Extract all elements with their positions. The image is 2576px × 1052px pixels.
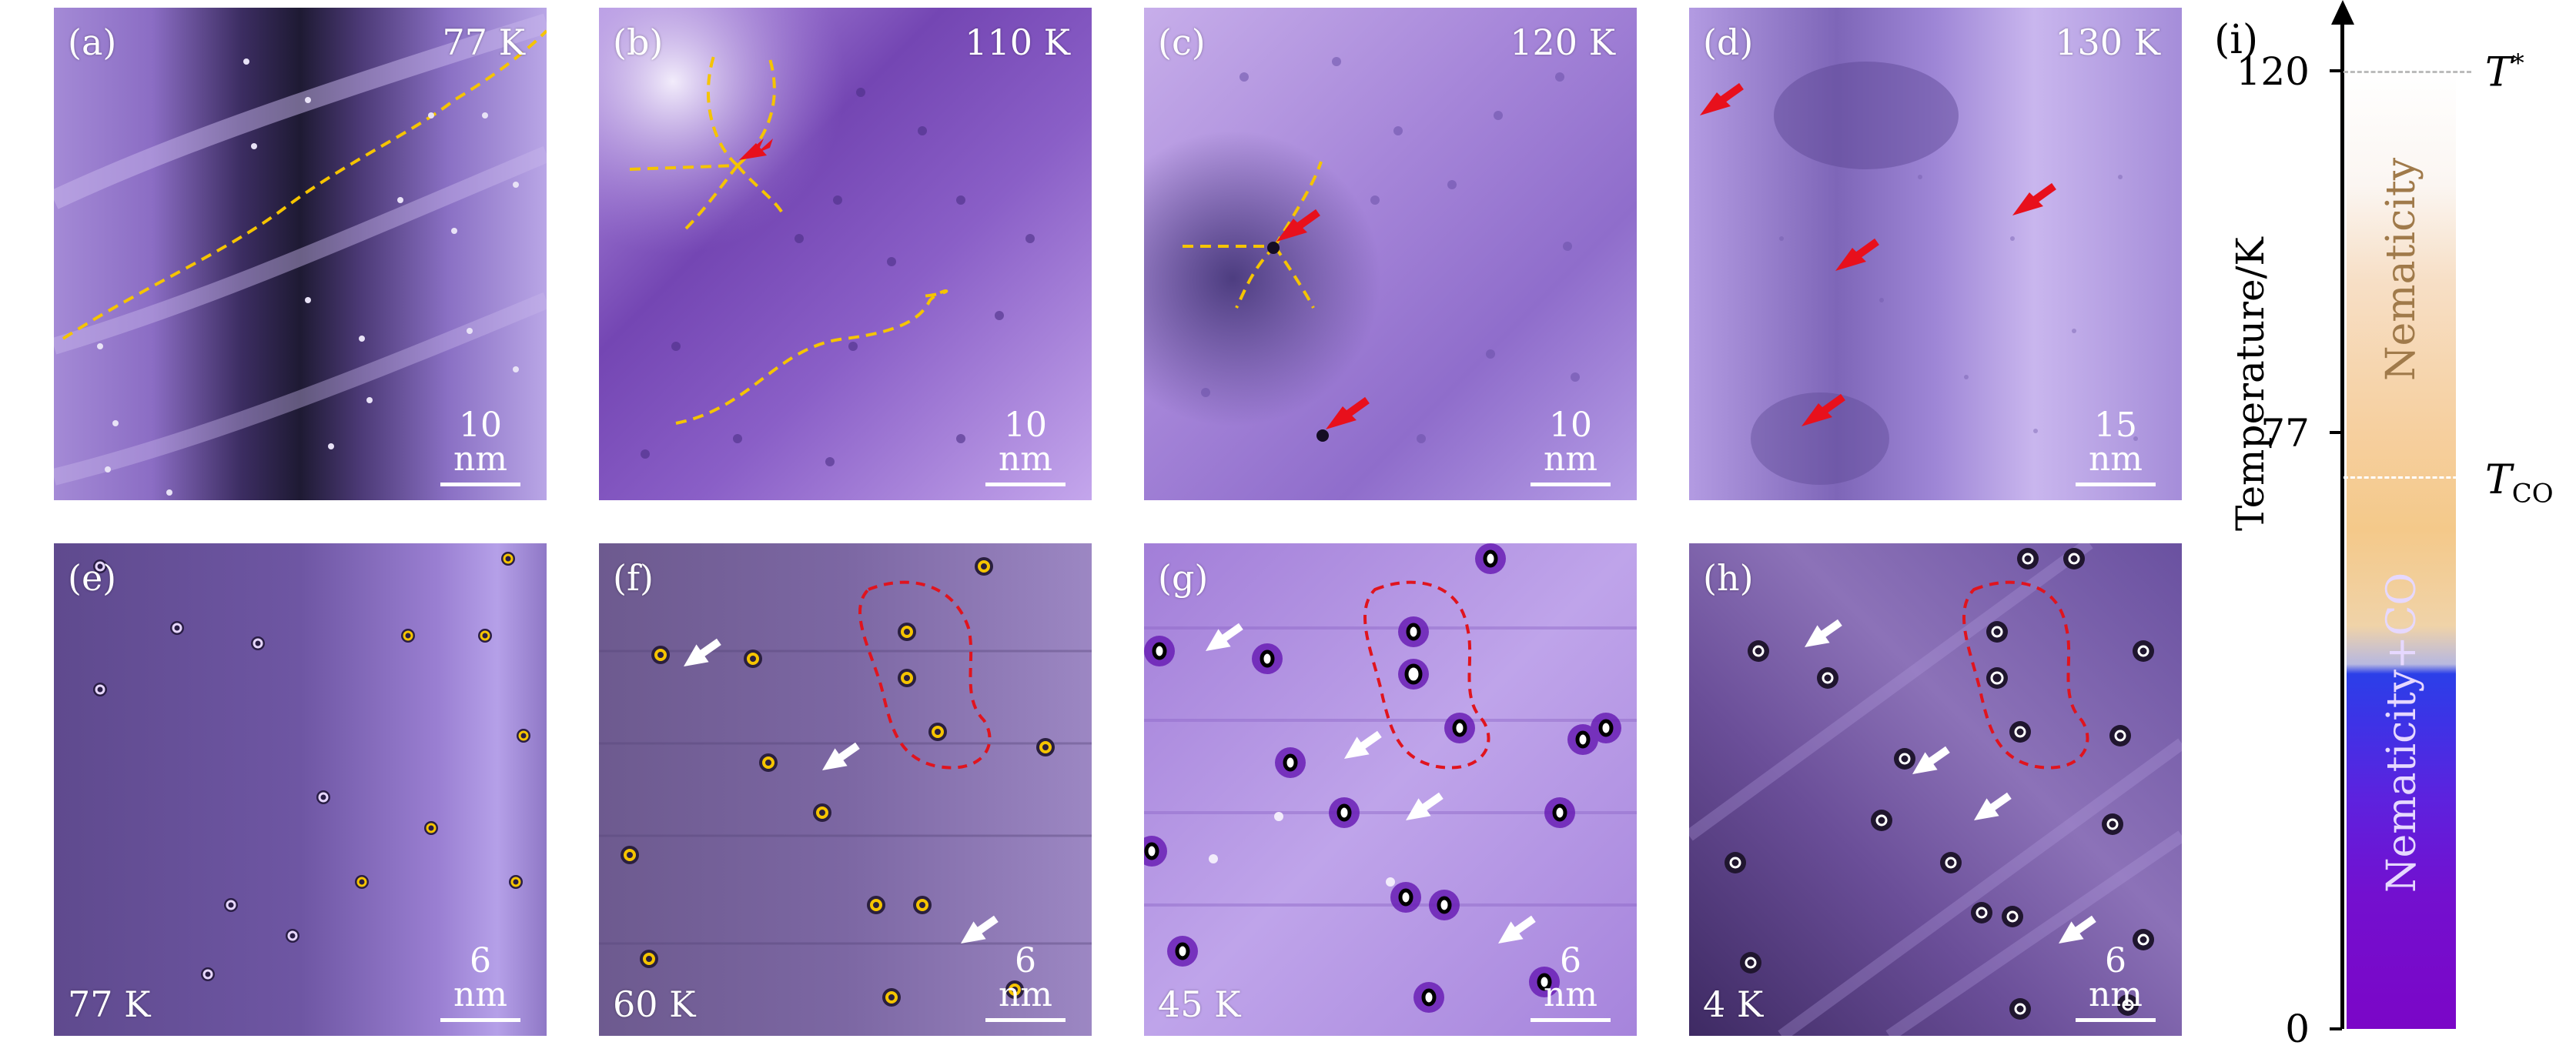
scale-bar: 10 nm [440, 409, 520, 486]
panel-label: (f) [613, 557, 654, 599]
domain-boundary-line [629, 53, 785, 232]
t-co-line [2343, 476, 2471, 479]
scale-bar: 6 nm [985, 944, 1066, 1022]
highlight-loop [858, 580, 992, 770]
scale-bar: 6 nm [2076, 944, 2156, 1022]
scale-bar-text: 10 nm [998, 406, 1053, 479]
temperature-label: 110 K [965, 22, 1070, 63]
domain-boundary-line [62, 29, 547, 340]
scale-bar-text: 10 nm [1543, 406, 1598, 479]
temperature-label: 77 K [68, 984, 151, 1025]
scale-bar: 6 nm [440, 944, 520, 1022]
panel-c: (c) 120 K 10 nm [1144, 8, 1637, 500]
stm-image-c [1144, 8, 1637, 500]
stm-image-g [1144, 543, 1637, 1036]
scale-bar: 15 nm [2076, 409, 2156, 486]
tick-label: 120 [2236, 49, 2310, 94]
stm-image-d [1689, 8, 2182, 500]
scale-bar: 10 nm [1531, 409, 1611, 486]
panel-a: (a) 77 K 10 nm [54, 8, 547, 500]
red-arrow [739, 139, 773, 160]
temperature-label: 4 K [1703, 984, 1764, 1025]
t-co-label: TCO [2485, 457, 2554, 509]
stm-image-b [599, 8, 1092, 500]
stm-image-f [599, 543, 1092, 1036]
panel-label: (b) [613, 22, 664, 63]
panel-e: (e) 77 K 6 nm [54, 543, 547, 1036]
tick-label: 77 [2260, 411, 2310, 456]
scale-bar-text: 6 nm [2088, 941, 2143, 1014]
region-label-nematicity-co: Nematicity+CO [2379, 572, 2425, 893]
panel-g: (g) 45 K 6 nm [1144, 543, 1637, 1036]
panel-d: (d) 130 K 15 nm [1689, 8, 2182, 500]
panel-b: (b) 110 K 10 nm [599, 8, 1092, 500]
panel-label: (d) [1703, 22, 1754, 63]
panel-label: (a) [68, 22, 117, 63]
stm-image-a [54, 8, 547, 500]
panel-label: (i) [2214, 17, 2259, 63]
scale-bar: 10 nm [985, 409, 1066, 486]
panel-h: (h) 4 K 6 nm [1689, 543, 2182, 1036]
temperature-axis [2340, 8, 2344, 1029]
tick [2330, 431, 2342, 434]
axis-title: Temperature/K [2228, 237, 2273, 531]
highlight-loop [1962, 580, 2089, 770]
temperature-label: 77 K [442, 22, 525, 63]
temperature-label: 130 K [2055, 22, 2160, 63]
temperature-label: 60 K [613, 984, 696, 1025]
tick-label: 0 [2285, 1007, 2310, 1051]
panel-f: (f) 60 K 6 nm [599, 543, 1092, 1036]
temperature-label: 120 K [1510, 22, 1615, 63]
white-arrow [684, 638, 999, 943]
phase-colorbar [2347, 69, 2456, 1029]
panel-label: (g) [1158, 557, 1209, 599]
scale-bar-text: 6 nm [1543, 941, 1598, 1014]
panel-label: (c) [1158, 22, 1206, 63]
scale-bar-text: 10 nm [453, 406, 508, 479]
temperature-label: 45 K [1158, 984, 1241, 1025]
panel-label: (h) [1703, 557, 1754, 599]
axis-arrow-icon [2331, 0, 2354, 25]
region-label-nematicity: Nematicity [2378, 157, 2424, 381]
scale-bar-text: 6 nm [998, 941, 1053, 1014]
tick [2330, 1027, 2342, 1030]
scale-bar-text: 6 nm [453, 941, 508, 1014]
domain-boundary-line [675, 289, 948, 425]
scale-bar-text: 15 nm [2088, 406, 2143, 479]
highlight-loop [1363, 580, 1490, 770]
panel-label: (e) [68, 557, 117, 599]
tick [2330, 69, 2342, 72]
scale-bar: 6 nm [1531, 944, 1611, 1022]
domain-boundary-line [1183, 161, 1323, 309]
white-arrow [1805, 619, 2096, 943]
t-star-label: T* [2485, 48, 2524, 96]
stm-image-e [54, 543, 547, 1036]
stm-image-h [1689, 543, 2182, 1036]
white-arrow [1206, 623, 1536, 943]
t-star-line [2343, 71, 2471, 73]
